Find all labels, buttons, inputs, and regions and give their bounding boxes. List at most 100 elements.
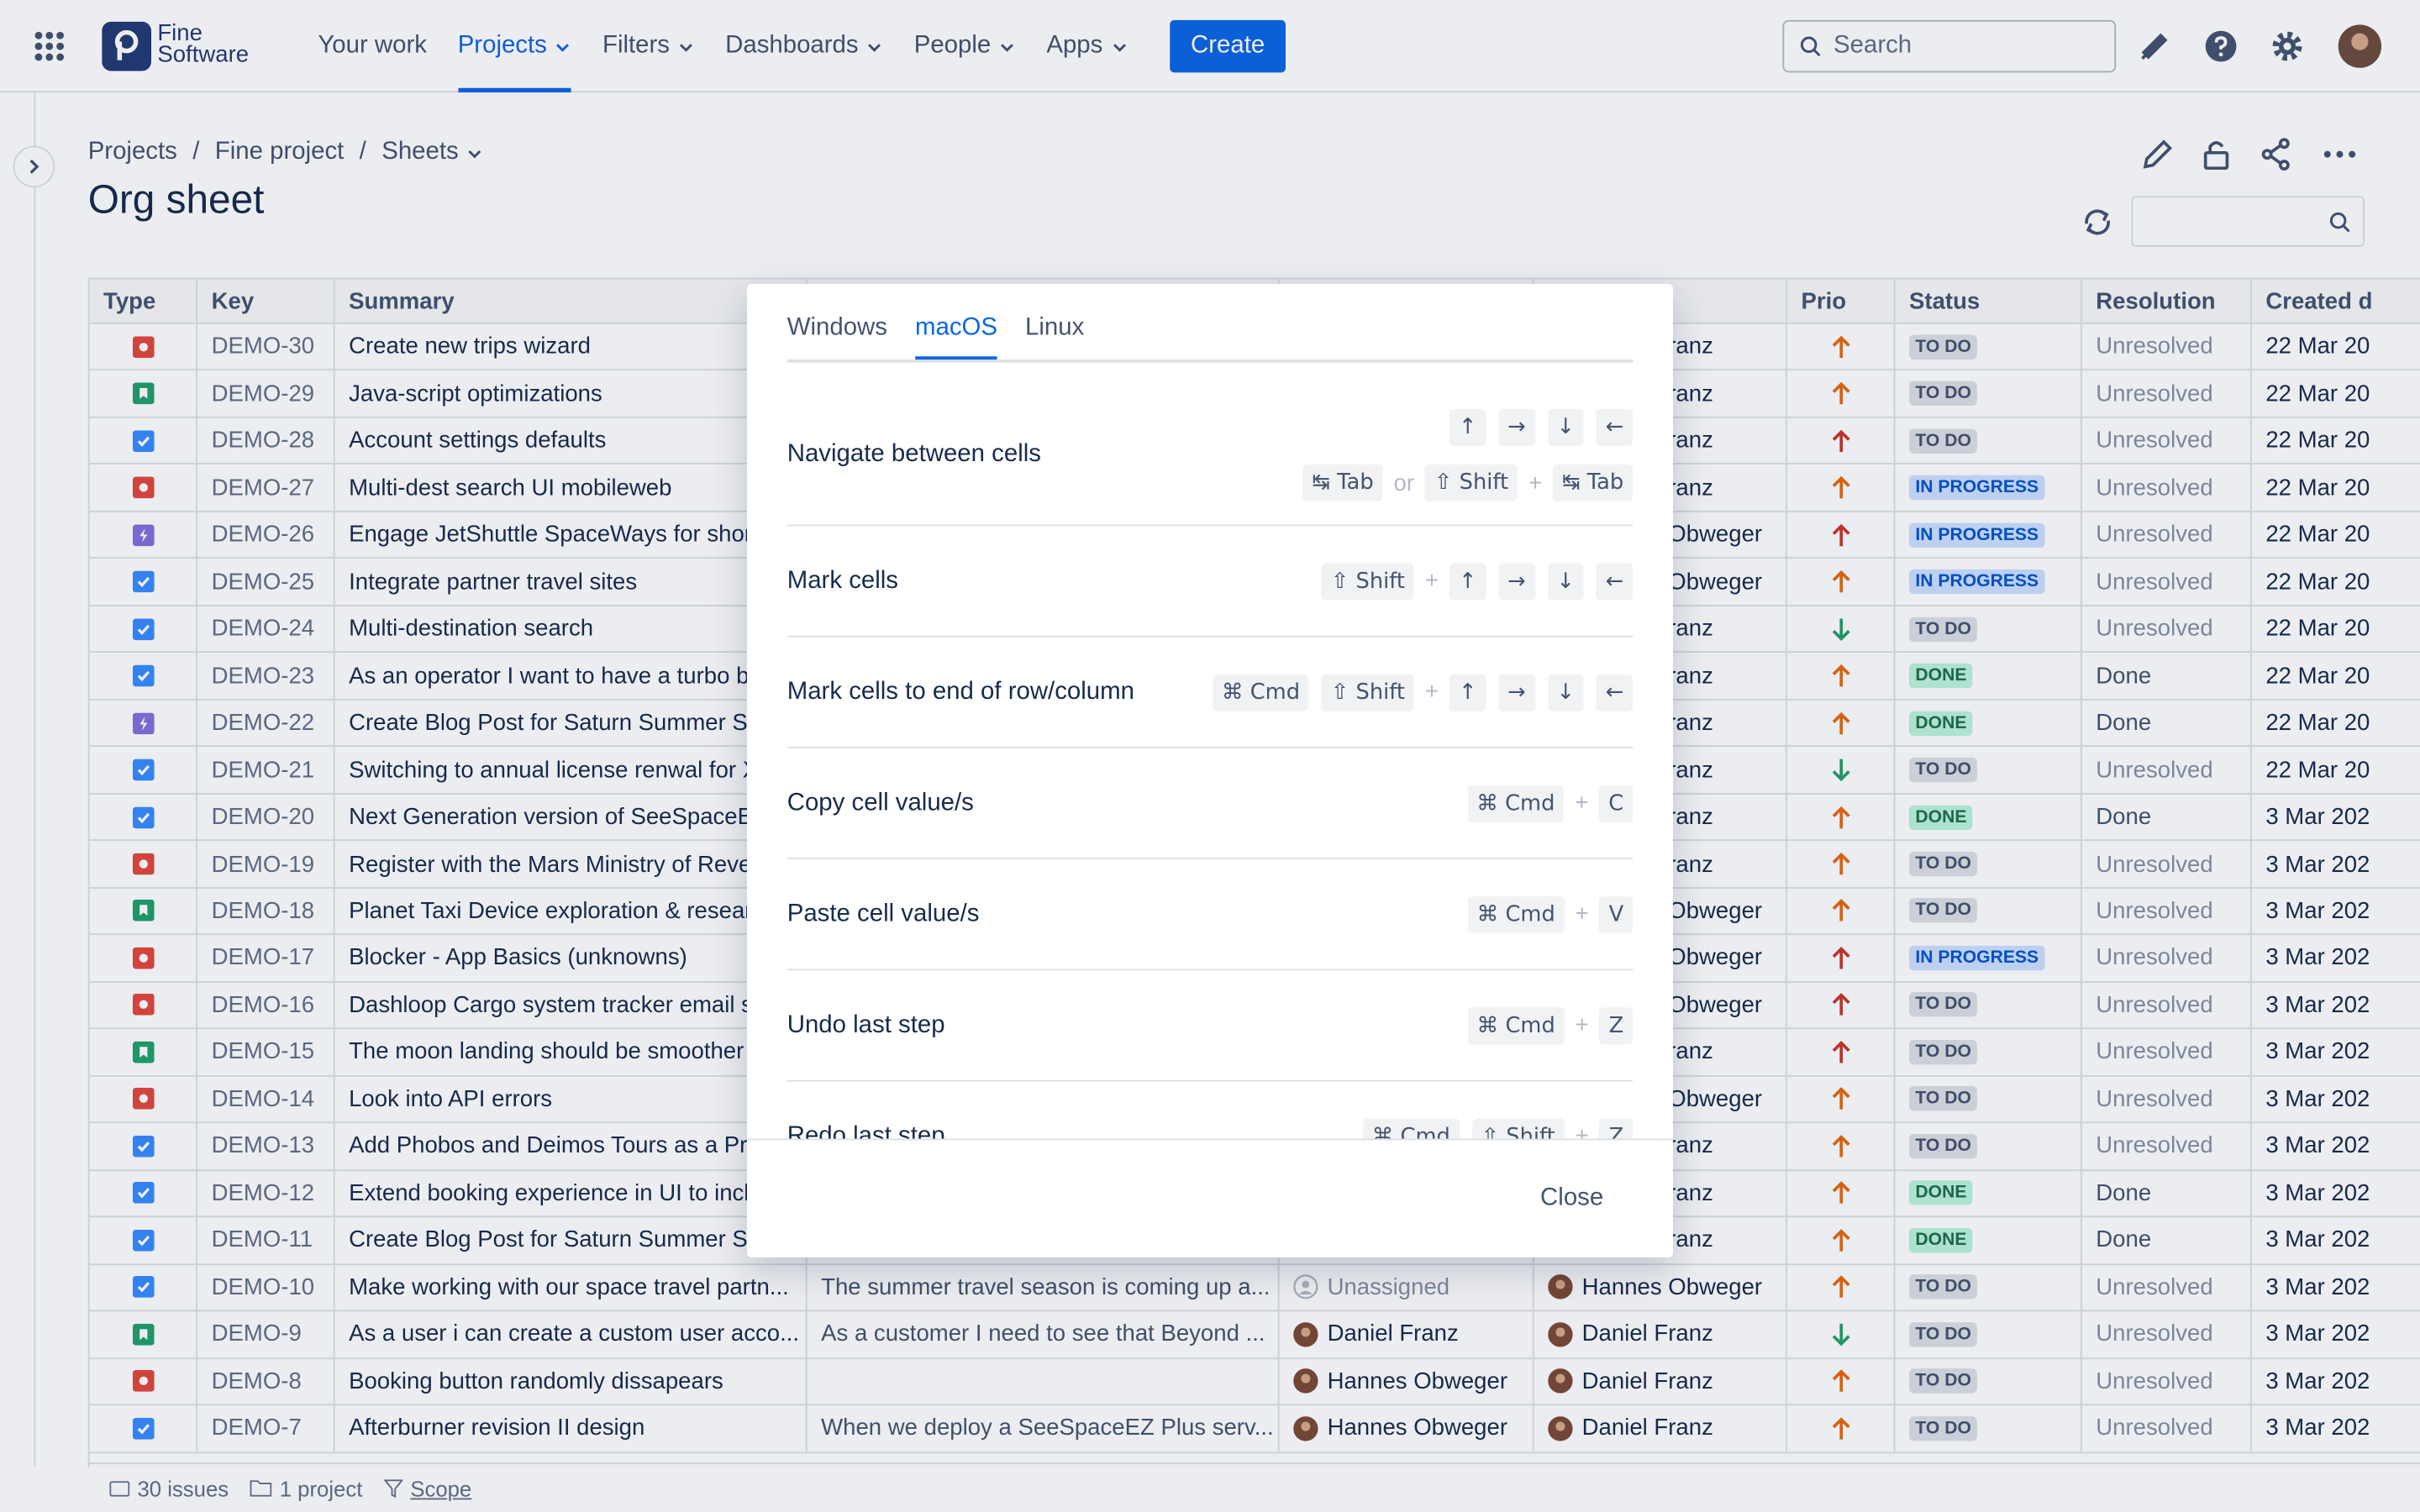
breadcrumb[interactable]: Projects bbox=[88, 139, 177, 166]
settings-icon[interactable] bbox=[2270, 29, 2304, 63]
help-icon[interactable] bbox=[2204, 29, 2238, 63]
nav-items: Your work Projects Filters Dashboards People… bbox=[318, 0, 1127, 92]
issue-key[interactable]: DEMO-19 bbox=[211, 850, 315, 878]
cell-assignee: Unassigned bbox=[1280, 1264, 1534, 1310]
breadcrumb-label[interactable]: Fine project bbox=[214, 139, 345, 165]
table-search[interactable] bbox=[2131, 196, 2365, 247]
scope[interactable]: Scope bbox=[384, 1476, 471, 1500]
issue-key[interactable]: DEMO-24 bbox=[211, 616, 315, 643]
cell-description: The summer travel season is coming up a.… bbox=[808, 1264, 1280, 1310]
issue-key[interactable]: DEMO-29 bbox=[211, 381, 315, 407]
table-row[interactable]: DEMO-9 As a user i can create a custom us… bbox=[89, 1311, 2420, 1359]
status-lozenge: TO DO bbox=[1909, 757, 1978, 783]
app-switcher[interactable] bbox=[34, 31, 65, 62]
cell-created: 22 Mar 20 bbox=[2252, 371, 2420, 417]
status-lozenge: TO DO bbox=[1909, 1086, 1978, 1112]
issue-key[interactable]: DEMO-30 bbox=[211, 333, 315, 360]
issue-key[interactable]: DEMO-20 bbox=[211, 803, 315, 831]
issue-description: When we deploy a SeeSpaceEZ Plus serv... bbox=[821, 1415, 1274, 1441]
plus-separator: + bbox=[1575, 900, 1589, 927]
issue-key[interactable]: DEMO-23 bbox=[211, 663, 315, 690]
nav-item[interactable]: Your work bbox=[318, 0, 427, 92]
resolution: Unresolved bbox=[2096, 616, 2213, 643]
issue-key[interactable]: DEMO-16 bbox=[211, 991, 315, 1019]
created-date: 3 Mar 202 bbox=[2265, 897, 2370, 925]
table-row[interactable]: DEMO-8 Booking button randomly dissapears… bbox=[89, 1358, 2420, 1406]
cell-resolution: Done bbox=[2082, 1217, 2252, 1263]
table-row[interactable]: DEMO-10 Make working with our space trave… bbox=[89, 1264, 2420, 1312]
created-date: 3 Mar 202 bbox=[2265, 1038, 2370, 1066]
breadcrumb-label[interactable]: Sheets bbox=[381, 139, 459, 165]
created-date: 3 Mar 202 bbox=[2265, 803, 2370, 831]
issue-key[interactable]: DEMO-7 bbox=[211, 1415, 302, 1441]
issue-key[interactable]: DEMO-21 bbox=[211, 757, 315, 784]
nav-item[interactable]: Filters bbox=[602, 0, 694, 92]
cell-created: 22 Mar 20 bbox=[2252, 748, 2420, 793]
issue-key[interactable]: DEMO-27 bbox=[211, 475, 315, 501]
reporter: Daniel Franz bbox=[1581, 1415, 1713, 1441]
issue-key[interactable]: DEMO-15 bbox=[211, 1038, 315, 1066]
issue-key[interactable]: DEMO-9 bbox=[211, 1320, 302, 1348]
issue-key[interactable]: DEMO-22 bbox=[211, 710, 315, 737]
notifications-icon[interactable] bbox=[2138, 29, 2171, 63]
key-group: ⇧ Shift bbox=[1424, 464, 1518, 501]
logo-text[interactable]: Fine Software bbox=[157, 22, 249, 66]
cell-resolution: Unresolved bbox=[2082, 982, 2252, 1028]
breadcrumb-label[interactable]: Projects bbox=[87, 139, 177, 165]
cell-created: 3 Mar 202 bbox=[2252, 1123, 2420, 1168]
issue-key[interactable]: DEMO-13 bbox=[211, 1132, 315, 1160]
user-avatar[interactable] bbox=[2338, 24, 2382, 68]
issue-key[interactable]: DEMO-8 bbox=[211, 1368, 302, 1395]
issue-key[interactable]: DEMO-26 bbox=[211, 522, 315, 549]
create-button[interactable]: Create bbox=[1170, 19, 1286, 73]
table-row[interactable]: DEMO-7 Afterburner revision II design When… bbox=[89, 1405, 2420, 1453]
close-button[interactable]: Close bbox=[1540, 1184, 1604, 1211]
issue-key[interactable]: DEMO-11 bbox=[211, 1226, 313, 1254]
issue-key[interactable]: DEMO-12 bbox=[211, 1179, 315, 1207]
cell-resolution: Unresolved bbox=[2082, 935, 2252, 981]
breadcrumb[interactable]: Sheets bbox=[381, 139, 483, 166]
status-lozenge: DONE bbox=[1909, 1180, 1973, 1206]
issue-key[interactable]: DEMO-17 bbox=[211, 944, 315, 972]
resolution: Unresolved bbox=[2096, 1415, 2213, 1441]
issue-type-icon bbox=[132, 476, 154, 499]
issue-key[interactable]: DEMO-18 bbox=[211, 897, 315, 925]
cell-reporter: Hannes Obweger bbox=[1534, 1264, 1787, 1310]
key-line: ⌘ Cmd ⇧ Shift + Z bbox=[1362, 1117, 1634, 1139]
scope-link[interactable]: Scope bbox=[410, 1475, 472, 1501]
os-tab[interactable]: macOS bbox=[915, 315, 997, 360]
sidebar-toggle[interactable] bbox=[13, 145, 55, 188]
issue-type-icon bbox=[132, 664, 154, 687]
avatar bbox=[1548, 1321, 1573, 1347]
breadcrumb[interactable]: Fine project bbox=[215, 139, 345, 166]
nav-item[interactable]: Apps bbox=[1046, 0, 1127, 92]
cell-prio bbox=[1787, 1170, 1896, 1216]
shortcut-row: Navigate between cells ↑ → ↓ ← ↹ Tab or ⇧ Shift… bbox=[786, 386, 1634, 527]
cell-resolution: Done bbox=[2082, 653, 2252, 699]
issue-key[interactable]: DEMO-28 bbox=[211, 428, 315, 454]
refresh-icon[interactable] bbox=[2081, 205, 2114, 239]
nav-item[interactable]: Projects bbox=[458, 0, 572, 92]
issue-key[interactable]: DEMO-14 bbox=[211, 1085, 315, 1113]
key-cap: ⌘ Cmd bbox=[1467, 1006, 1565, 1044]
os-tab[interactable]: Linux bbox=[1025, 314, 1085, 341]
avatar bbox=[1548, 1368, 1573, 1394]
key-cap: ← bbox=[1596, 408, 1634, 446]
issue-key[interactable]: DEMO-10 bbox=[211, 1273, 315, 1301]
nav-item[interactable]: Dashboards bbox=[725, 0, 883, 92]
issue-key[interactable]: DEMO-25 bbox=[211, 569, 315, 596]
issue-type-icon bbox=[132, 523, 154, 546]
os-tab[interactable]: Windows bbox=[786, 314, 887, 341]
cell-prio bbox=[1787, 1029, 1896, 1075]
shortcut-keys: ⌘ Cmd + Z bbox=[1467, 1006, 1634, 1044]
search-box[interactable]: Search bbox=[1782, 19, 2117, 73]
status-lozenge: IN PROGRESS bbox=[1909, 945, 2045, 971]
cell-type bbox=[90, 465, 198, 511]
nav-item[interactable]: People bbox=[914, 0, 1016, 92]
table-row[interactable]: DEMO-11 Create Blog Post for Saturn Summe… bbox=[89, 1217, 2420, 1265]
key-cap: Z bbox=[1599, 1117, 1634, 1139]
toolbar-icons[interactable] bbox=[2141, 137, 2357, 171]
cell-created: 3 Mar 202 bbox=[2252, 1076, 2420, 1121]
logo-mark[interactable] bbox=[102, 21, 152, 71]
